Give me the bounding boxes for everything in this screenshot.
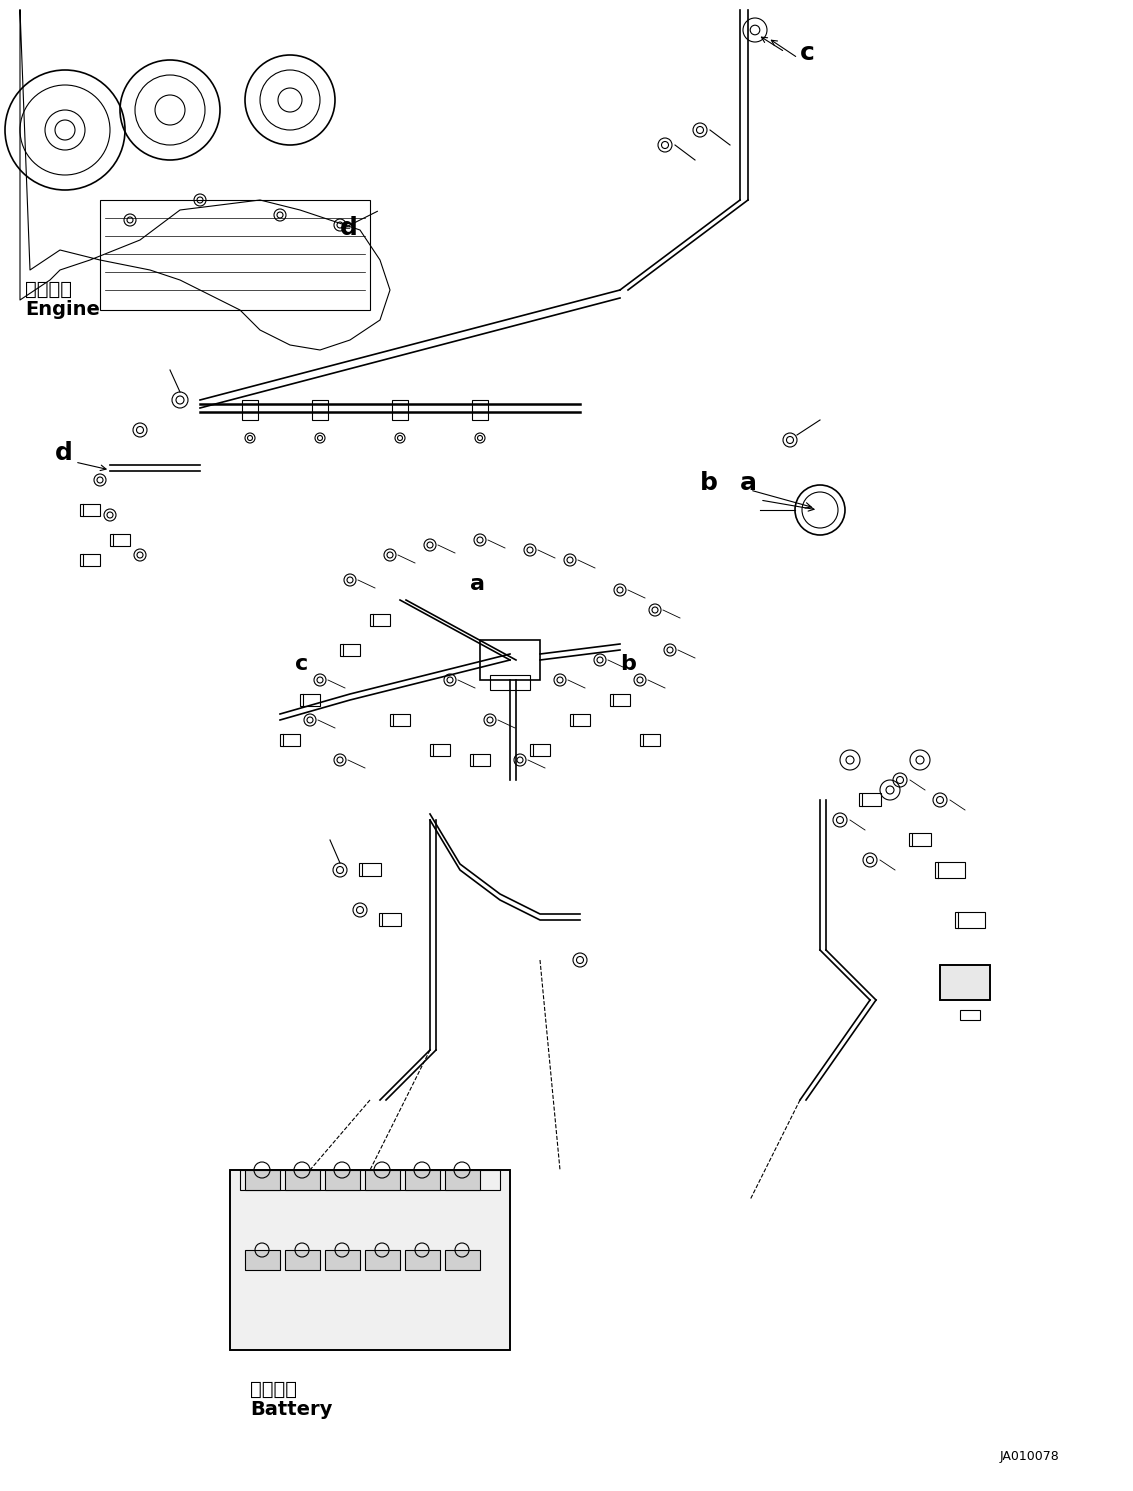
Bar <box>325 1170 360 1190</box>
Bar <box>380 912 401 926</box>
Bar <box>445 1249 480 1270</box>
Text: Battery: Battery <box>250 1400 332 1419</box>
Bar <box>489 675 530 690</box>
Bar <box>245 1249 280 1270</box>
Bar <box>365 1170 400 1190</box>
Text: d: d <box>340 216 358 240</box>
Bar <box>445 1170 480 1190</box>
Bar <box>392 400 408 420</box>
Bar <box>359 863 381 877</box>
Bar <box>480 640 540 680</box>
Text: b: b <box>620 655 636 674</box>
Bar <box>370 614 390 626</box>
Bar <box>470 754 489 766</box>
Bar <box>230 1170 510 1349</box>
Bar <box>570 714 590 726</box>
Text: c: c <box>295 655 308 674</box>
Text: a: a <box>740 471 757 495</box>
Text: Engine: Engine <box>25 300 100 319</box>
Bar <box>80 555 100 567</box>
Text: d: d <box>56 441 73 465</box>
Bar <box>286 1249 320 1270</box>
Bar <box>325 1249 360 1270</box>
Bar <box>859 793 881 807</box>
Bar <box>431 744 450 756</box>
Text: エンジン: エンジン <box>25 280 73 300</box>
Bar <box>80 504 100 516</box>
Bar <box>960 1009 980 1020</box>
Bar <box>240 1170 500 1190</box>
Bar <box>640 734 661 746</box>
Bar <box>940 965 990 1000</box>
Text: b: b <box>700 471 718 495</box>
Text: a: a <box>470 574 485 593</box>
Bar <box>280 734 300 746</box>
Bar <box>245 1170 280 1190</box>
Bar <box>286 1170 320 1190</box>
Bar <box>610 693 630 707</box>
Text: JA010078: JA010078 <box>1000 1451 1059 1463</box>
Bar <box>940 965 990 1000</box>
Bar <box>909 833 931 845</box>
Bar <box>390 714 410 726</box>
Bar <box>404 1249 440 1270</box>
Bar <box>242 400 258 420</box>
Bar <box>530 744 550 756</box>
Bar <box>404 1170 440 1190</box>
Bar <box>935 862 965 878</box>
Bar <box>110 534 130 546</box>
Text: c: c <box>800 40 815 66</box>
Bar <box>955 912 985 927</box>
Bar <box>312 400 327 420</box>
Bar <box>472 400 488 420</box>
Bar <box>365 1249 400 1270</box>
Bar <box>230 1170 510 1349</box>
Bar <box>340 644 360 656</box>
Text: バッテリ: バッテリ <box>250 1381 297 1399</box>
Bar <box>300 693 320 707</box>
Bar <box>100 200 370 310</box>
